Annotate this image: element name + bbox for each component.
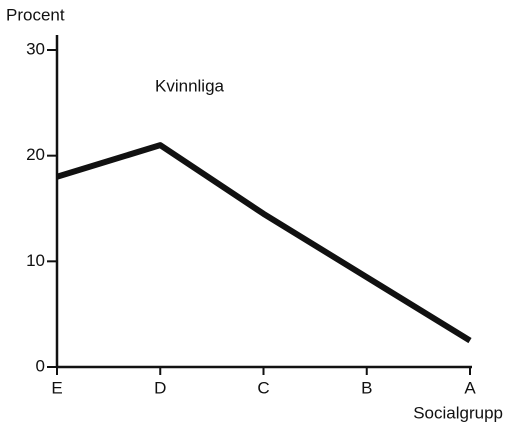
x-tick-label: B	[361, 378, 372, 397]
x-axis-label: Socialgrupp	[413, 403, 503, 422]
annotation: Kvinnliga	[155, 76, 225, 95]
y-axis-label: Procent	[6, 5, 65, 24]
line	[56, 142, 472, 344]
x-tick-label: C	[257, 378, 269, 397]
y-tick-label: 0	[36, 356, 45, 375]
y-tick-label: 10	[26, 251, 45, 270]
x-tick-label: D	[154, 378, 166, 397]
y-tick-label: 20	[26, 145, 45, 164]
y-tick-label: 30	[26, 39, 45, 58]
x-tick-label: E	[51, 378, 62, 397]
x-tick-label: A	[464, 378, 476, 397]
